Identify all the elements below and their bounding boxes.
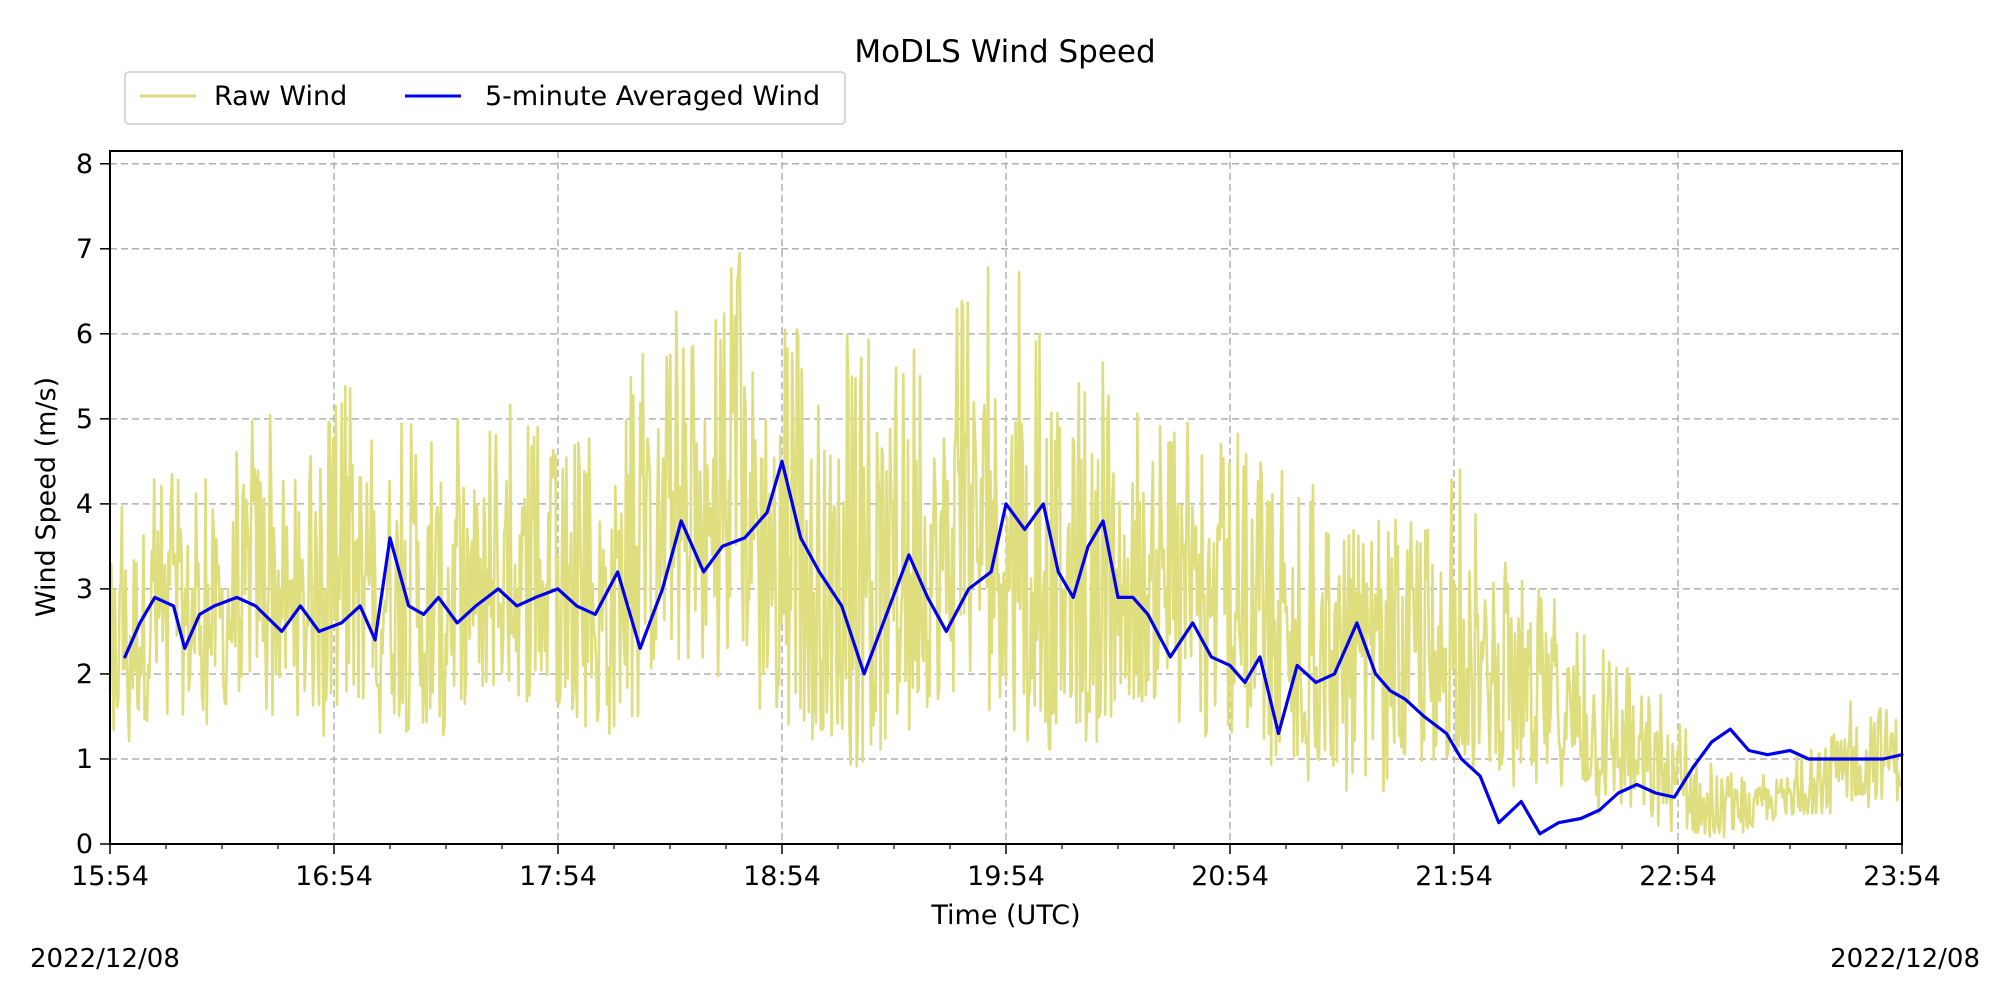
series-averaged-wind — [123, 459, 1904, 836]
x-axis: 15:54 16:54 17:54 18:54 19:54 20:54 21:54 22:54… — [71, 844, 1941, 892]
x-tick-label: 20:54 — [1191, 861, 1269, 892]
y-tick-label: 8 — [76, 149, 93, 180]
y-tick-label: 0 — [76, 829, 93, 860]
averaged-wind-line — [123, 459, 1904, 836]
legend-label-averaged-wind: 5-minute Averaged Wind — [485, 81, 820, 112]
x-tick-label: 18:54 — [743, 861, 821, 892]
y-axis-label: Wind Speed (m/s) — [31, 377, 62, 617]
date-label-right: 2022/12/08 — [1830, 944, 1980, 974]
y-tick-label: 7 — [76, 234, 93, 265]
chart-title: MoDLS Wind Speed — [854, 34, 1155, 70]
raw-wind-line — [108, 251, 1904, 839]
y-tick-label: 4 — [76, 489, 93, 520]
series-raw-wind — [108, 251, 1904, 839]
x-tick-label: 16:54 — [295, 861, 373, 892]
x-tick-label: 23:54 — [1863, 861, 1941, 892]
x-tick-label: 22:54 — [1639, 861, 1717, 892]
legend-box — [124, 71, 846, 125]
x-tick-label: 15:54 — [71, 861, 149, 892]
y-tick-label: 6 — [76, 319, 93, 350]
x-axis-label: Time (UTC) — [930, 900, 1080, 931]
x-tick-label: 21:54 — [1415, 861, 1493, 892]
x-tick-label: 17:54 — [519, 861, 597, 892]
y-tick-label: 1 — [76, 744, 93, 775]
legend: Raw Wind 5-minute Averaged Wind — [124, 71, 846, 125]
date-label-left: 2022/12/08 — [30, 944, 180, 974]
y-tick-label: 5 — [76, 404, 93, 435]
legend-label-raw-wind: Raw Wind — [214, 81, 347, 112]
x-tick-label: 19:54 — [967, 861, 1045, 892]
y-tick-label: 3 — [76, 574, 93, 605]
y-tick-label: 2 — [76, 659, 93, 690]
y-axis: 0 1 2 3 4 5 6 7 8 — [76, 149, 110, 860]
